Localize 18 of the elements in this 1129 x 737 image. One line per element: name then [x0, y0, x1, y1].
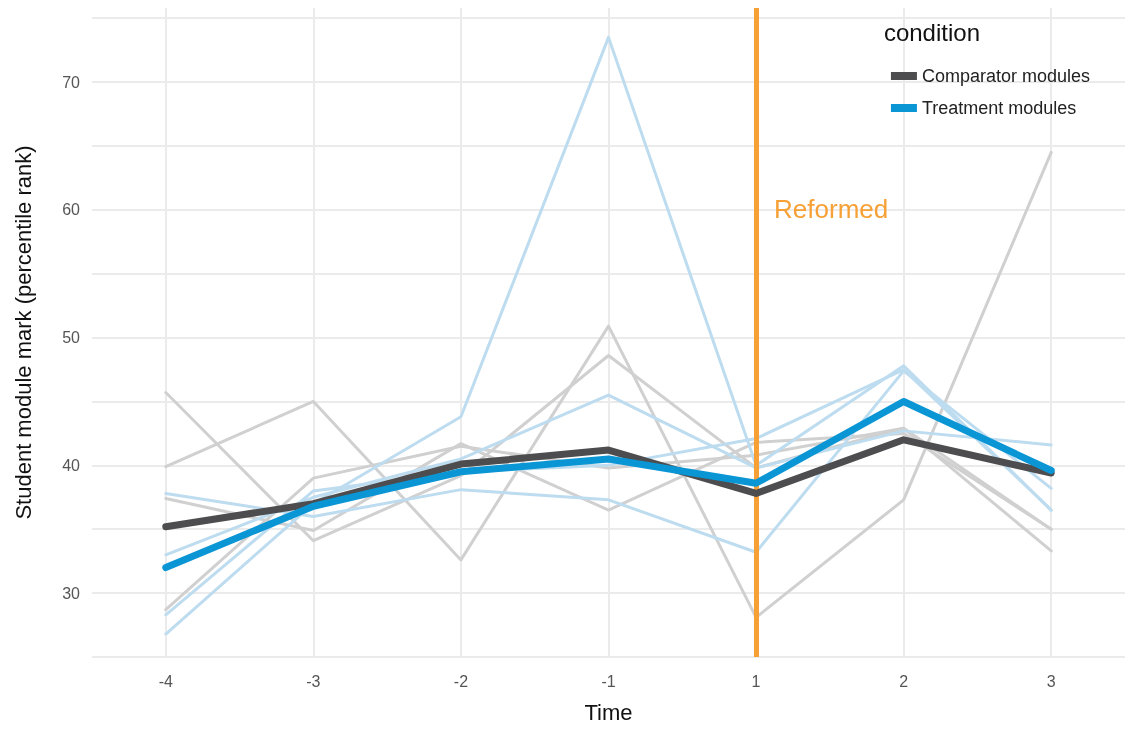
x-tick-label: -2	[453, 672, 469, 690]
y-tick-label: 70	[62, 73, 81, 91]
x-axis-title: Time	[584, 699, 633, 725]
x-tick-label: 3	[1046, 672, 1056, 690]
y-tick-label: 40	[62, 456, 81, 474]
legend-label: Comparator modules	[921, 66, 1090, 86]
x-tick-label: -4	[158, 672, 173, 690]
ref-line-label: Reformed	[774, 194, 889, 225]
x-tick-label: 1	[751, 672, 761, 690]
y-axis-title: Student module mark (percentile rank)	[10, 145, 36, 520]
y-tick-label: 50	[62, 329, 81, 347]
legend-title: condition	[883, 18, 980, 46]
y-tick-label: 60	[62, 201, 81, 219]
legend-label: Treatment modules	[921, 98, 1077, 118]
x-tick-label: -1	[601, 672, 616, 690]
x-tick-label: 2	[899, 672, 909, 690]
x-tick-label: -3	[306, 672, 321, 690]
y-tick-label: 30	[62, 584, 81, 602]
